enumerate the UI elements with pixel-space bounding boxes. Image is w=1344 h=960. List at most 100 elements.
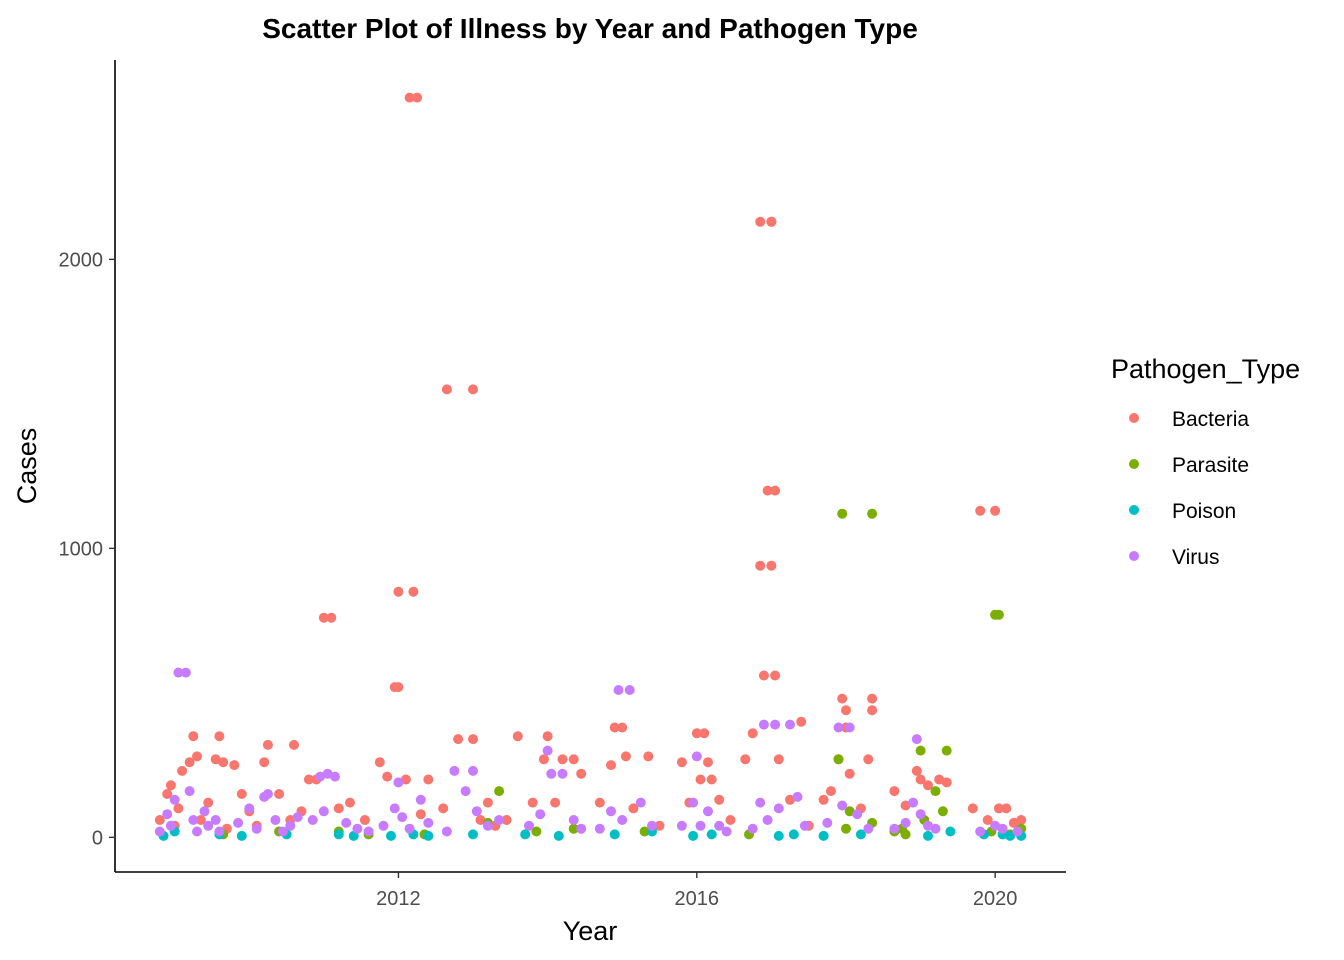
legend-key-bacteria: [1129, 413, 1139, 423]
legend-label-bacteria: Bacteria: [1172, 408, 1249, 431]
data-point: [654, 820, 665, 831]
data-point: [606, 806, 616, 817]
data-point: [725, 815, 736, 825]
data-point: [714, 794, 725, 805]
x-axis-title: Year: [563, 916, 618, 946]
data-point: [214, 731, 225, 742]
y-tick-label: 2000: [59, 249, 104, 271]
data-point: [412, 92, 423, 103]
data-point: [165, 820, 176, 831]
data-point: [844, 722, 855, 733]
data-point: [520, 829, 531, 840]
data-point: [900, 829, 911, 840]
data-point: [688, 830, 699, 841]
data-point: [441, 384, 452, 395]
data-point: [1005, 830, 1016, 841]
data-point: [359, 815, 370, 825]
data-point: [609, 722, 620, 733]
data-point: [900, 817, 911, 828]
data-point: [818, 794, 829, 805]
data-point: [706, 774, 717, 785]
data-point: [449, 765, 460, 776]
legend: Pathogen_Type Bacteria Parasite Poison Viru…: [1111, 354, 1300, 569]
y-tick-label: 0: [92, 827, 103, 849]
data-point: [289, 739, 299, 750]
data-point: [770, 670, 781, 681]
data-point: [318, 806, 329, 817]
data-point: [527, 797, 538, 808]
data-point: [773, 754, 784, 765]
data-point: [837, 508, 848, 519]
data-point: [606, 760, 616, 771]
data-point: [867, 693, 878, 704]
legend-label-parasite: Parasite: [1172, 454, 1249, 477]
data-point: [613, 685, 624, 695]
data-point: [244, 803, 255, 814]
data-point: [747, 823, 758, 834]
data-point: [620, 751, 631, 762]
data-point: [624, 685, 635, 695]
x-axis-ticks: 2012 2016 2020: [376, 872, 1017, 910]
data-point: [990, 505, 1001, 516]
data-point: [468, 765, 478, 776]
data-point: [941, 745, 952, 756]
data-point: [755, 216, 766, 227]
data-point: [557, 768, 568, 779]
data-point: [262, 789, 273, 799]
data-point: [330, 771, 340, 782]
data-point: [188, 815, 199, 825]
data-point: [326, 612, 337, 623]
data-point: [770, 719, 781, 730]
data-point: [628, 803, 639, 814]
data-point: [915, 809, 926, 820]
data-point: [553, 830, 564, 841]
x-tick-label: 2016: [675, 888, 720, 910]
data-point: [758, 670, 769, 681]
data-point: [393, 777, 404, 788]
data-point: [468, 734, 478, 745]
data-point: [792, 791, 803, 802]
data-point: [441, 826, 452, 837]
data-point: [438, 803, 449, 814]
data-point: [576, 768, 587, 779]
data-point: [755, 560, 766, 571]
data-point: [404, 92, 415, 103]
data-point: [199, 806, 210, 817]
data-point: [923, 780, 933, 791]
data-point: [460, 786, 471, 797]
data-point: [941, 777, 952, 788]
data-point: [501, 815, 512, 825]
data-point: [785, 794, 795, 805]
data-point: [303, 774, 314, 785]
data-point: [180, 667, 191, 678]
data-point: [799, 820, 810, 831]
data-point: [982, 815, 993, 825]
data-point: [378, 820, 389, 831]
data-point: [833, 754, 844, 765]
data-point: [676, 820, 687, 831]
data-point: [203, 820, 214, 831]
data-point: [404, 823, 415, 834]
legend-label-virus: Virus: [1172, 546, 1219, 569]
data-point: [333, 829, 344, 840]
data-point: [259, 757, 270, 768]
data-point: [154, 815, 165, 825]
data-point: [535, 809, 546, 820]
data-point: [471, 806, 482, 817]
data-point: [911, 734, 922, 745]
data-point: [703, 757, 713, 768]
data-point: [930, 823, 941, 834]
data-point: [468, 829, 478, 840]
data-point: [162, 809, 173, 820]
data-point: [852, 809, 863, 820]
data-point: [214, 826, 225, 837]
data-point: [285, 820, 296, 831]
data-point: [766, 560, 777, 571]
legend-key-poison: [1129, 505, 1139, 515]
data-point: [382, 771, 393, 782]
data-point: [192, 751, 202, 762]
data-point: [262, 739, 273, 750]
data-point: [788, 829, 799, 840]
data-point: [236, 830, 247, 841]
data-point: [833, 722, 844, 733]
